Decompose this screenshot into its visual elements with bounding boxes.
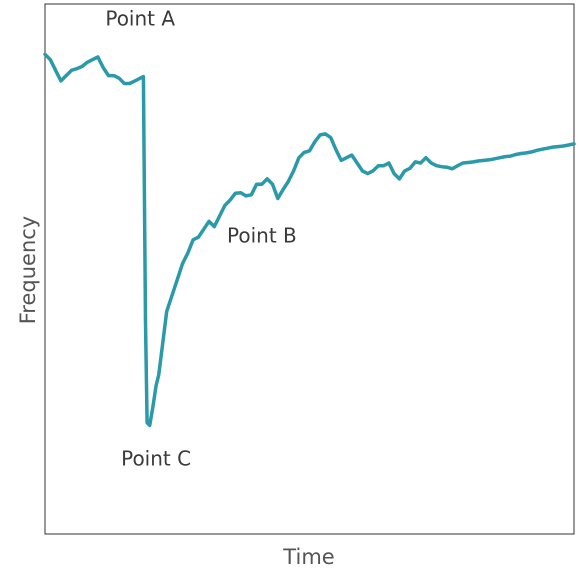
annotation-label: Point B [227,224,297,248]
series-line [43,52,576,428]
x-axis-label: Time [282,545,334,569]
plot-frame [44,3,575,535]
annotation-label: Point C [121,446,191,470]
annotations: Point A Point B Point C [105,6,296,470]
annotation-label: Point A [105,6,175,30]
y-axis-label: Frequency [16,216,40,325]
